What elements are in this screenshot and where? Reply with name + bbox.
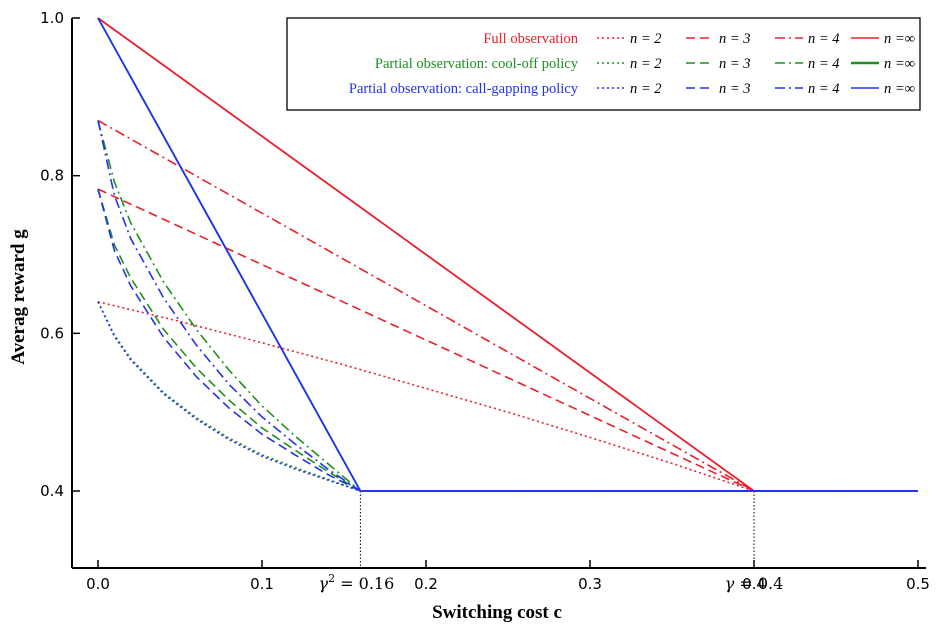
legend-n-label: n = 2 bbox=[630, 31, 662, 47]
legend-n-label: n = 3 bbox=[719, 56, 751, 72]
legend-n-label: n =∞ bbox=[884, 56, 915, 72]
legend-group-label: Partial observation: cool-off policy bbox=[375, 56, 579, 72]
x-tick-label: 0.0 bbox=[86, 575, 110, 593]
series-lines bbox=[97, 17, 918, 492]
series-line-partial-observation-cool-off-policy-n-4 bbox=[97, 120, 918, 492]
legend-n-label: n =∞ bbox=[884, 31, 915, 47]
x-tick-label: 0.5 bbox=[906, 575, 930, 593]
y-tick-label: 1.0 bbox=[40, 9, 64, 27]
y-tick-label: 0.6 bbox=[40, 324, 64, 342]
series-line-partial-observation-call-gapping-policy-n bbox=[97, 17, 918, 492]
x-axis-title: Switching cost c bbox=[432, 602, 562, 623]
legend: Full observation n = 2 n = 3 n = 4 n =∞ Parti… bbox=[286, 17, 921, 111]
x-tick-label: 0.1 bbox=[250, 575, 274, 593]
series-line-full-observation-n-3 bbox=[97, 188, 918, 492]
series-line-full-observation-n-2 bbox=[97, 301, 918, 492]
y-axis-title: Averag reward g bbox=[8, 229, 29, 365]
legend-group-label: Full observation bbox=[483, 31, 578, 47]
annotation-label-0: γ2 = 0.16 bbox=[319, 572, 395, 593]
series-line-partial-observation-call-gapping-policy-n-4 bbox=[97, 120, 918, 492]
legend-box bbox=[286, 17, 921, 111]
legend-n-label: n = 4 bbox=[808, 31, 840, 47]
y-tick-label: 0.4 bbox=[40, 482, 64, 500]
axes bbox=[71, 17, 926, 569]
tick-labels: 0.0 0.1 0.2 0.3 0.4 0.5 0.4 0.6 0.8 1.0 bbox=[40, 9, 930, 593]
legend-n-label: n = 2 bbox=[630, 81, 662, 97]
annotation-label-1: γ = 0.4 bbox=[725, 574, 784, 593]
series-line-partial-observation-call-gapping-policy-n-3 bbox=[97, 188, 918, 492]
reference-lines bbox=[359, 491, 755, 568]
legend-n-label: n =∞ bbox=[884, 81, 915, 97]
annotations: γ2 = 0.16 γ = 0.4 bbox=[319, 572, 784, 593]
series-line-partial-observation-cool-off-policy-n-2 bbox=[97, 301, 918, 492]
x-tick-label: 0.3 bbox=[578, 575, 602, 593]
legend-n-label: n = 2 bbox=[630, 56, 662, 72]
legend-n-label: n = 3 bbox=[719, 81, 751, 97]
series-line-partial-observation-cool-off-policy-n-3 bbox=[97, 188, 918, 492]
series-line-partial-observation-call-gapping-policy-n-2 bbox=[97, 301, 918, 492]
legend-n-label: n = 3 bbox=[719, 31, 751, 47]
legend-group-label: Partial observation: call-gapping policy bbox=[349, 81, 579, 97]
legend-n-label: n = 4 bbox=[808, 56, 840, 72]
y-tick-label: 0.8 bbox=[40, 167, 64, 185]
legend-n-label: n = 4 bbox=[808, 81, 840, 97]
x-tick-label: 0.2 bbox=[414, 575, 438, 593]
x-tick-label: 0.4 bbox=[742, 575, 766, 593]
